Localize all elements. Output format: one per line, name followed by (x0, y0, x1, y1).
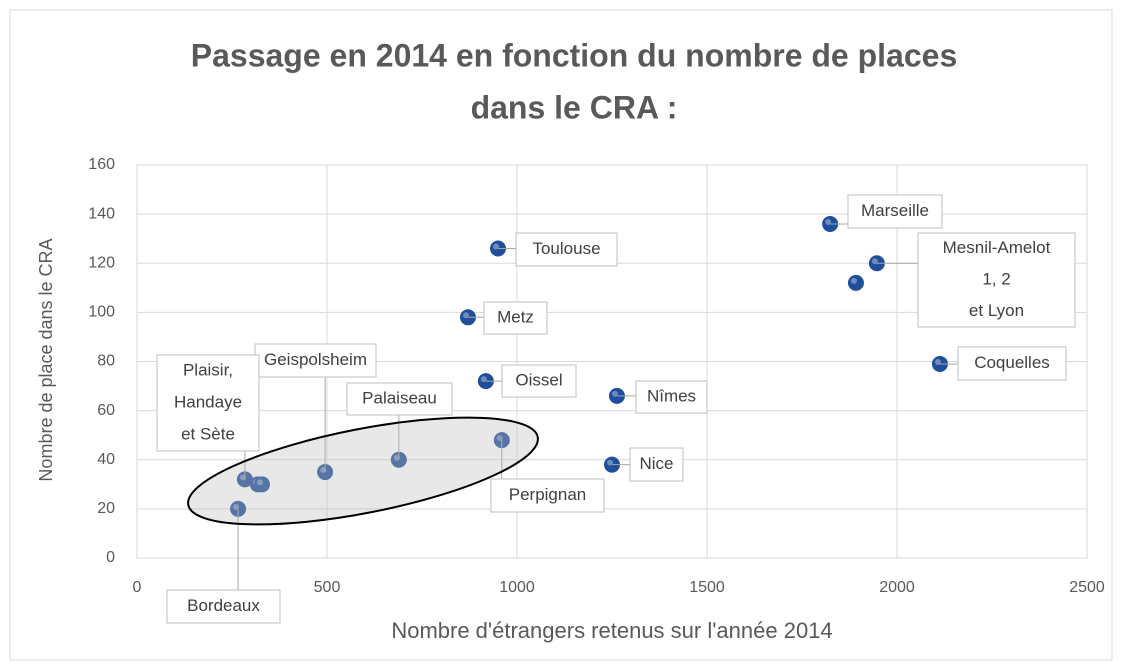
point-shine (850, 277, 857, 284)
data-label: Palaiseau (362, 388, 437, 407)
data-label: 1, 2 (982, 269, 1010, 288)
x-tick-label: 1500 (689, 579, 725, 596)
label-box (957, 346, 1067, 381)
data-label: Metz (497, 307, 534, 326)
y-tick-label: 160 (88, 156, 115, 173)
label-box (629, 447, 684, 482)
point-shine (611, 390, 618, 397)
data-label: Mesnil-Amelot (943, 238, 1051, 257)
x-axis-title: Nombre d'étrangers retenus sur l'année 2… (391, 618, 832, 643)
point-shine (233, 503, 240, 510)
x-tick-label: 2500 (1069, 579, 1105, 596)
point (254, 476, 271, 493)
label-box (917, 232, 1076, 328)
label-box (847, 194, 943, 229)
label-box (515, 232, 618, 267)
point-shine (496, 435, 503, 442)
data-label: Geispolsheim (264, 350, 367, 369)
x-tick-label: 500 (314, 579, 341, 596)
label-box (501, 364, 577, 398)
y-tick-label: 60 (97, 402, 115, 419)
data-label: Coquelles (974, 353, 1050, 372)
point-shine (493, 243, 499, 250)
chart-title: Passage en 2014 en fonction du nombre de… (191, 37, 957, 73)
data-label: Perpignan (509, 485, 587, 504)
point-shine (825, 218, 832, 225)
data-label: Nice (639, 454, 673, 473)
point-shine (257, 479, 264, 486)
label-box (490, 478, 605, 513)
label-box (166, 589, 281, 624)
chart-title: dans le CRA : (471, 89, 678, 125)
x-tick-label: 2000 (879, 579, 915, 596)
y-tick-label: 140 (88, 205, 115, 222)
data-label: Bordeaux (187, 596, 260, 615)
data-label: Plaisir, (183, 360, 233, 379)
label-box (156, 354, 260, 452)
point (847, 274, 864, 291)
highlight-ellipse (187, 416, 539, 526)
y-tick-label: 20 (97, 500, 115, 517)
y-tick-label: 120 (88, 254, 115, 271)
point-shine (871, 258, 878, 265)
data-label: et Lyon (969, 301, 1024, 320)
y-axis-title: Nombre de place dans le CRA (36, 238, 56, 481)
label-box (483, 301, 548, 335)
data-label: Toulouse (532, 239, 600, 258)
data-label: Nîmes (647, 386, 696, 405)
point-shine (462, 312, 469, 319)
label-box (254, 343, 377, 378)
point-shine (607, 459, 613, 466)
x-tick-label: 0 (133, 579, 142, 596)
data-label: Marseille (861, 201, 929, 220)
point-shine (480, 376, 487, 383)
y-tick-label: 80 (97, 353, 115, 370)
point-shine (934, 358, 941, 365)
data-label: Handaye (174, 392, 242, 411)
y-tick-label: 0 (106, 549, 115, 566)
label-box (346, 382, 453, 416)
chart-frame (9, 9, 1113, 661)
x-tick-label: 1000 (499, 579, 535, 596)
y-tick-label: 40 (97, 451, 115, 468)
label-box (635, 380, 708, 414)
data-label: et Sète (181, 424, 235, 443)
data-label: Oissel (515, 370, 562, 389)
y-tick-label: 100 (88, 304, 115, 321)
